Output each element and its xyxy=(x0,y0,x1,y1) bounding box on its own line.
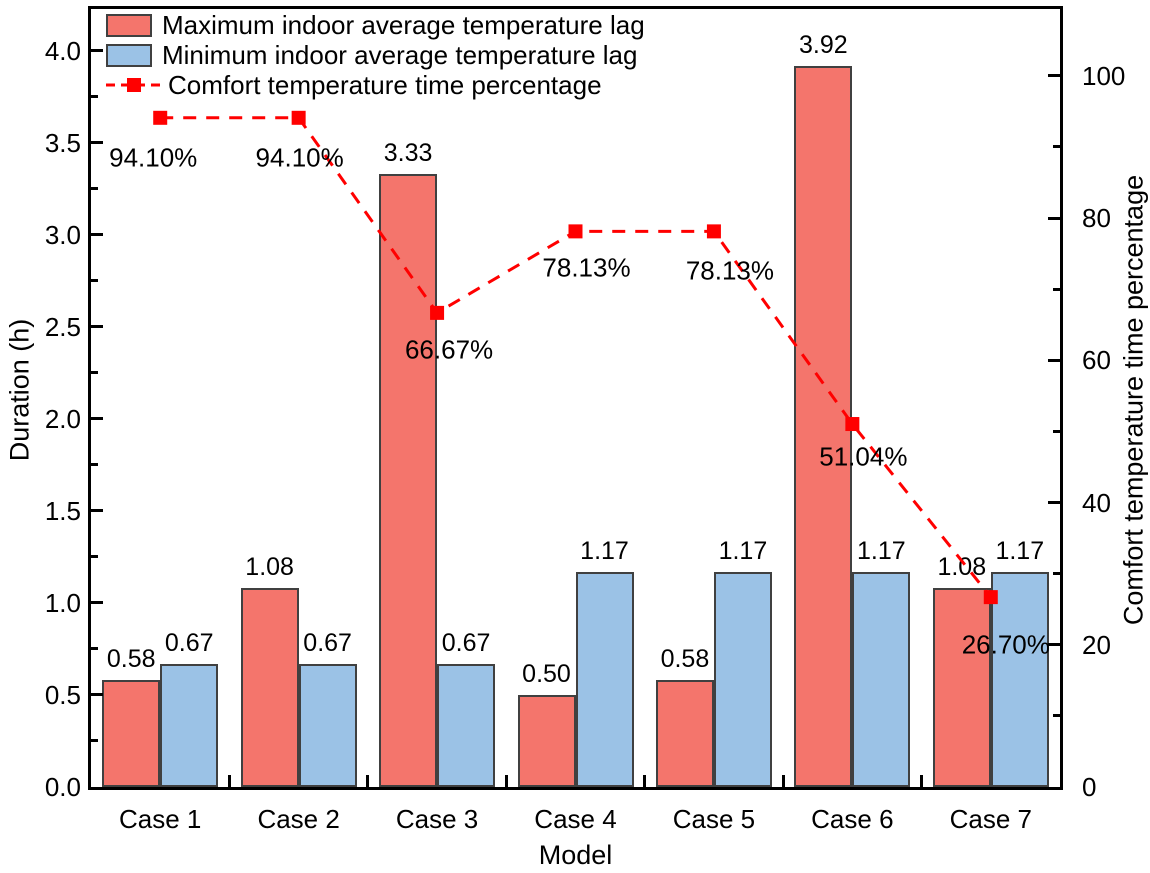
left-ytick-label: 4.0 xyxy=(44,35,81,66)
axis-tick xyxy=(781,775,785,787)
bar-max-2 xyxy=(240,588,299,787)
percentage-label: 66.67% xyxy=(404,334,494,365)
axis-tick xyxy=(91,95,98,99)
axis-tick xyxy=(91,325,103,329)
axis-tick xyxy=(91,49,103,53)
axis-tick xyxy=(1048,74,1060,78)
percentage-label: 51.04% xyxy=(819,441,908,472)
axis-tick xyxy=(1053,572,1060,576)
axis-tick xyxy=(91,141,103,145)
left-ytick-label: 3.0 xyxy=(44,219,81,250)
axis-tick xyxy=(920,775,924,787)
percentage-label: 94.10% xyxy=(255,142,344,173)
bar-min-3 xyxy=(437,663,496,787)
axis-tick xyxy=(91,693,103,697)
bar-min-2 xyxy=(298,663,357,787)
bar-min-4 xyxy=(575,571,634,787)
legend-label-min-lag: Minimum indoor average temperature lag xyxy=(162,39,638,70)
left-ytick-label: 1.0 xyxy=(44,587,81,618)
axis-tick xyxy=(91,279,98,283)
bar-value-label: 0.58 xyxy=(660,645,710,674)
left-axis-title: Duration (h) xyxy=(4,318,35,462)
bar-value-label: 0.58 xyxy=(106,645,156,674)
legend-label-comfort-line: Comfort temperature time percentage xyxy=(168,69,602,100)
xtick-label-case-6: Case 6 xyxy=(811,804,894,834)
left-ytick-label: 1.5 xyxy=(44,495,81,526)
min-lag-swatch-icon xyxy=(106,43,152,67)
right-ytick-label: 40 xyxy=(1082,487,1111,518)
axis-tick xyxy=(366,775,370,787)
axis-tick xyxy=(91,739,98,743)
bar-max-7 xyxy=(932,588,991,787)
x-axis-title: Model xyxy=(538,840,613,870)
xtick-label-case-2: Case 2 xyxy=(257,804,340,834)
axis-tick xyxy=(91,371,98,375)
percentage-label: 78.13% xyxy=(685,255,775,286)
legend-item-min-lag: Minimum indoor average temperature lag xyxy=(106,40,645,70)
xtick-label-case-1: Case 1 xyxy=(119,804,202,834)
axis-tick xyxy=(1053,429,1060,433)
axis-tick xyxy=(1053,145,1060,149)
axis-tick xyxy=(1053,714,1060,718)
left-ytick-label: 2.0 xyxy=(44,403,81,434)
axis-tick xyxy=(91,555,98,559)
left-ytick-label: 0.5 xyxy=(44,679,81,710)
axis-tick xyxy=(91,463,98,467)
axis-tick xyxy=(1048,643,1060,647)
bar-min-7 xyxy=(990,571,1049,787)
bar-max-5 xyxy=(655,680,714,787)
left-ytick-label: 0.0 xyxy=(44,772,81,802)
xtick-label-case-5: Case 5 xyxy=(672,804,756,834)
legend: Maximum indoor average temperature lag M… xyxy=(106,10,645,100)
axis-tick xyxy=(643,775,647,787)
left-ytick-label: 2.5 xyxy=(44,311,81,342)
legend-label-max-lag: Maximum indoor average temperature lag xyxy=(162,9,645,40)
axis-tick xyxy=(1048,216,1060,220)
right-ytick-label: 60 xyxy=(1082,345,1111,376)
legend-item-max-lag: Maximum indoor average temperature lag xyxy=(106,10,645,40)
right-axis-title: Comfort temperature time percentage xyxy=(1118,174,1149,626)
axis-tick xyxy=(91,233,103,237)
bar-min-1 xyxy=(160,663,219,787)
axis-tick xyxy=(91,417,103,421)
right-ytick-label: 100 xyxy=(1082,60,1126,91)
axis-tick xyxy=(227,775,231,787)
max-lag-swatch-icon xyxy=(106,13,152,37)
bar-value-label: 0.67 xyxy=(303,628,352,657)
bar-value-label: 0.67 xyxy=(441,628,491,657)
right-ytick-label: 20 xyxy=(1082,629,1111,660)
xtick-label-case-7: Case 7 xyxy=(949,804,1032,834)
right-ytick-label: 80 xyxy=(1082,203,1111,234)
percentage-label: 94.10% xyxy=(109,142,198,173)
axis-tick xyxy=(1048,501,1060,505)
dashed-line-marker-icon xyxy=(106,78,162,92)
percentage-label: 26.70% xyxy=(961,629,1050,660)
axis-tick xyxy=(91,187,98,191)
axis-tick xyxy=(91,509,103,513)
percentage-label: 78.13% xyxy=(542,252,631,283)
axis-tick xyxy=(1048,358,1060,362)
bar-max-1 xyxy=(102,680,161,787)
bar-value-label: 3.92 xyxy=(799,30,848,59)
bar-min-5 xyxy=(713,571,772,787)
xtick-label-case-3: Case 3 xyxy=(395,804,479,834)
axis-tick xyxy=(91,647,98,651)
axis-tick xyxy=(504,775,508,787)
bar-value-label: 0.67 xyxy=(164,628,214,657)
bar-value-label: 0.50 xyxy=(522,659,571,688)
bar-value-label: 1.17 xyxy=(995,536,1045,565)
legend-item-comfort-line: Comfort temperature time percentage xyxy=(106,70,645,100)
bar-max-4 xyxy=(517,694,576,787)
left-ytick-label: 3.5 xyxy=(44,127,81,158)
bar-min-6 xyxy=(852,571,911,787)
axis-tick xyxy=(91,601,103,605)
axis-tick xyxy=(1053,287,1060,291)
right-ytick-label: 0 xyxy=(1082,772,1097,802)
xtick-label-case-4: Case 4 xyxy=(534,804,617,834)
